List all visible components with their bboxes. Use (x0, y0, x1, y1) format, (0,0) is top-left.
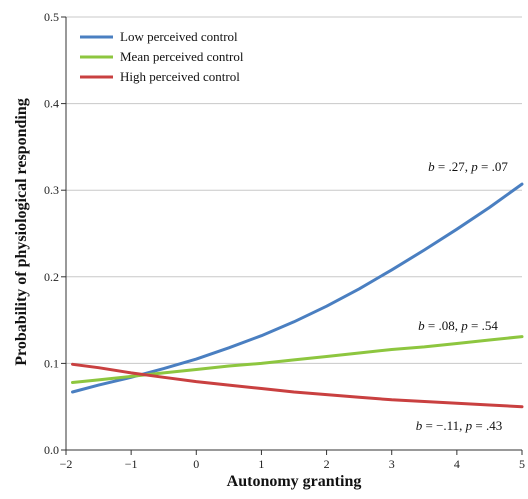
x-axis-title: Autonomy granting (227, 473, 362, 490)
annotation-1: b = .27, p = .07 (428, 159, 508, 174)
y-tick-label: 0.2 (44, 270, 59, 284)
series-line-2 (71, 335, 524, 384)
legend: Low perceived control Mean perceived cont… (80, 29, 244, 84)
legend-label-1: Low perceived control (120, 29, 238, 44)
x-tick-label: 2 (324, 457, 330, 471)
x-tick-label: 5 (519, 457, 525, 471)
y-axis-title: Probability of physiological responding (13, 98, 30, 365)
gridlines (66, 16, 522, 364)
y-tick-label: 0.0 (44, 443, 59, 457)
y-tick-label: 0.5 (44, 10, 59, 24)
legend-label-3: High perceived control (120, 69, 240, 84)
series-lines (71, 182, 524, 409)
annotation-2: b = .08, p = .54 (418, 318, 498, 333)
y-tick-label: 0.3 (44, 183, 59, 197)
series-line-3 (71, 362, 524, 409)
legend-label-2: Mean perceived control (120, 49, 244, 64)
x-tick-label: −1 (125, 457, 138, 471)
axes: 0.0 0.1 0.2 0.3 0.4 0.5 −2 −1 0 1 2 3 4 5 (44, 10, 525, 471)
annotations: b = .27, p = .07 b = .08, p = .54 b = −.11… (416, 159, 509, 433)
y-tick-label: 0.1 (44, 356, 59, 370)
y-tick-label: 0.4 (44, 97, 59, 111)
x-tick-label: 3 (389, 457, 395, 471)
x-tick-label: 4 (454, 457, 460, 471)
x-tick-label: −2 (60, 457, 73, 471)
x-tick-label: 1 (258, 457, 264, 471)
annotation-3: b = −.11, p = .43 (416, 418, 503, 433)
x-tick-label: 0 (193, 457, 199, 471)
